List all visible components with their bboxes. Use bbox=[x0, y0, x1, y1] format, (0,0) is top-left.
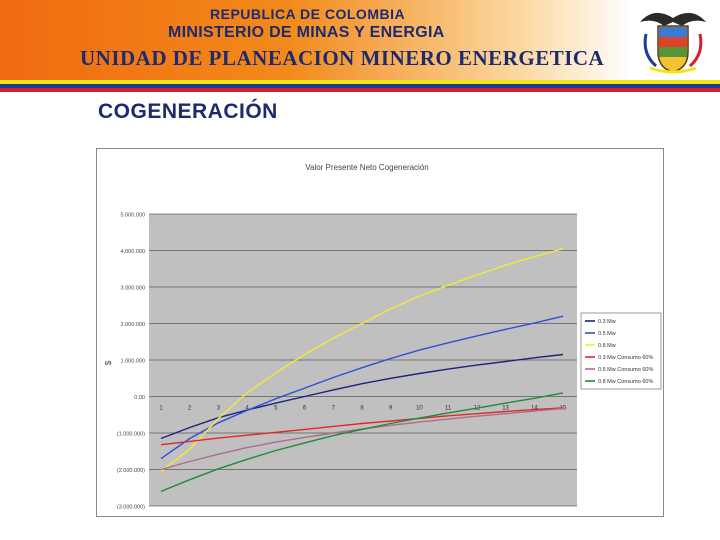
x-tick-label: 6 bbox=[303, 406, 307, 412]
chart-frame: Valor Presente Neto Cogeneración 5.000.0… bbox=[96, 148, 664, 517]
y-tick-label: 4.000.000 bbox=[121, 249, 145, 255]
stripe-blue bbox=[0, 84, 720, 88]
legend-entry: 0.8 Mw bbox=[598, 343, 616, 349]
series-lines bbox=[160, 248, 564, 493]
legend-box bbox=[580, 312, 662, 390]
stripe-red bbox=[0, 88, 720, 92]
legend-entry: 0.5 Mw Consumo 60% bbox=[598, 367, 653, 373]
y-tick-label: (2.000.000) bbox=[117, 468, 145, 474]
y-tick-label: (1.000.000) bbox=[117, 432, 145, 438]
chart-title: Valor Presente Neto Cogeneración bbox=[305, 163, 428, 172]
header-banner: REPUBLICA DE COLOMBIA MINISTERIO DE MINA… bbox=[0, 0, 720, 80]
x-tick-label: 9 bbox=[389, 406, 393, 412]
x-tick-label: 5 bbox=[274, 406, 278, 412]
legend: 0.3 Mw 0.5 Mw 0.8 Mw 0.3 Mw Consumo 60% 0.5 … bbox=[580, 312, 662, 390]
header-line-country: REPUBLICA DE COLOMBIA bbox=[210, 6, 406, 22]
flag-stripes bbox=[0, 80, 720, 92]
x-tick-label: 10 bbox=[416, 406, 423, 412]
stripe-yellow bbox=[0, 80, 720, 84]
header-line-ministry: MINISTERIO DE MINAS Y ENERGIA bbox=[168, 24, 445, 41]
y-tick-label: (3.000.000) bbox=[117, 505, 145, 511]
x-tick-label: 8 bbox=[360, 406, 364, 412]
y-tick-label: 0.00 bbox=[134, 395, 145, 401]
series-line bbox=[160, 248, 564, 472]
x-tick-label: 2 bbox=[188, 406, 192, 412]
slide-title: COGENERACIÓN bbox=[98, 100, 278, 123]
legend-entry: 0.3 Mw Consumo 60% bbox=[598, 355, 653, 361]
x-tick-label: 11 bbox=[445, 406, 452, 412]
y-axis-ticks: 5.000.000 4.000.000 3.000.000 2.000.000 1.00… bbox=[117, 213, 145, 511]
y-tick-label: 5.000.000 bbox=[121, 213, 145, 219]
x-tick-label: 7 bbox=[332, 406, 336, 412]
x-tick-label: 15 bbox=[560, 406, 567, 412]
series-line bbox=[160, 353, 564, 440]
series-line bbox=[160, 407, 564, 446]
x-axis-ticks: 1 2 3 4 5 6 7 8 9 10 11 12 13 14 15 bbox=[159, 406, 567, 412]
legend-entry: 0.3 Mw bbox=[598, 319, 616, 325]
x-tick-label: 14 bbox=[531, 406, 538, 412]
legend-entry: 0.5 Mw bbox=[598, 331, 616, 337]
series-line bbox=[160, 315, 564, 460]
x-tick-label: 13 bbox=[502, 406, 509, 412]
y-tick-label: 1.000.000 bbox=[121, 359, 145, 365]
y-axis-label: $ bbox=[104, 360, 113, 365]
series-line bbox=[160, 392, 564, 493]
x-tick-label: 1 bbox=[159, 406, 163, 412]
coat-of-arms-icon bbox=[640, 12, 706, 74]
y-tick-label: 3.000.000 bbox=[121, 286, 145, 292]
x-tick-label: 4 bbox=[245, 406, 249, 412]
npv-line-chart: Valor Presente Neto Cogeneración 5.000.0… bbox=[97, 149, 663, 516]
legend-entry: 0.8 Mw Consumo 60% bbox=[598, 379, 653, 385]
header-line-unit: UNIDAD DE PLANEACION MINERO ENERGETICA bbox=[80, 46, 605, 70]
y-tick-label: 2.000.000 bbox=[121, 322, 145, 328]
x-tick-label: 3 bbox=[217, 406, 221, 412]
